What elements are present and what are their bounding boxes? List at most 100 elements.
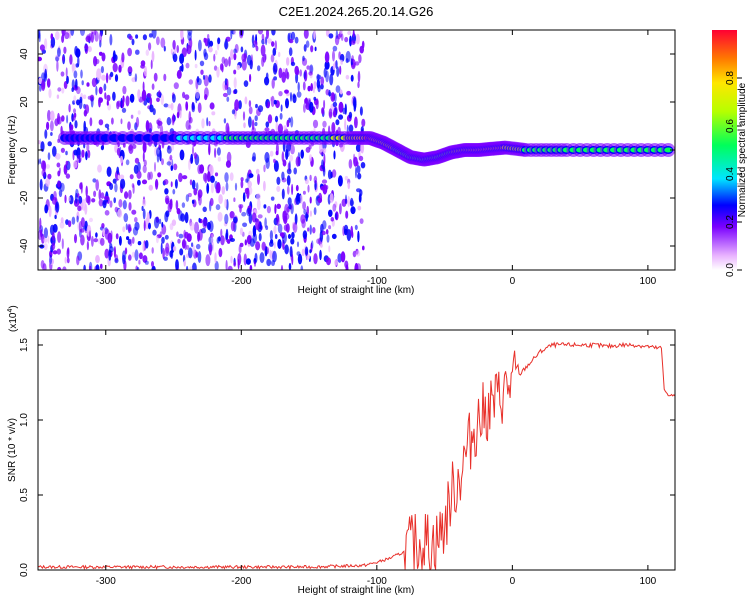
figure-title: C2E1.2024.265.20.14.G26 xyxy=(279,4,434,19)
snr-y-tick-label: 1.5 xyxy=(19,338,30,352)
heatmap-noise-cell xyxy=(355,166,357,179)
heatmap-noise-cell xyxy=(292,93,296,99)
heatmap-noise-cell xyxy=(274,115,279,123)
heatmap-noise-cell xyxy=(197,251,202,263)
heatmap-noise-cell xyxy=(308,154,313,162)
heatmap-noise-cell xyxy=(157,172,162,178)
heatmap-noise-cell xyxy=(220,228,223,238)
heatmap-noise-cell xyxy=(200,69,204,75)
heatmap-noise-cell xyxy=(122,85,127,95)
heatmap-noise-cell xyxy=(172,39,176,50)
heatmap-noise-cell xyxy=(254,252,258,263)
heatmap-noise-cell xyxy=(137,179,141,186)
heatmap-noise-cell xyxy=(360,142,365,154)
heatmap-noise-cell xyxy=(357,70,361,83)
heatmap-noise-cell xyxy=(189,266,193,270)
heatmap-noise-cell xyxy=(84,203,88,215)
heatmap-noise-cell xyxy=(270,95,275,108)
heatmap-noise-cell xyxy=(45,178,50,187)
snr-x-tick-label: 100 xyxy=(640,576,657,587)
heatmap-noise-cell xyxy=(256,198,261,211)
heatmap-noise-cell xyxy=(283,125,287,130)
heatmap-noise-cell xyxy=(329,193,334,203)
heatmap-noise-cell xyxy=(188,79,193,85)
heatmap-noise-cell xyxy=(38,140,42,145)
heatmap-noise-cell xyxy=(202,218,208,229)
heatmap-noise-cell xyxy=(80,217,85,228)
heatmap-noise-cell xyxy=(134,73,138,83)
heatmap-noise-cell xyxy=(242,111,246,121)
heatmap-noise-cell xyxy=(223,41,229,50)
heatmap-noise-cell xyxy=(302,55,305,62)
heatmap-noise-cell xyxy=(287,197,292,206)
heatmap-noise-cell xyxy=(93,190,97,197)
heatmap-noise-cell xyxy=(73,70,78,79)
heatmap-noise-cell xyxy=(213,65,218,71)
heatmap-noise-cell xyxy=(226,96,230,102)
heatmap-noise-cell xyxy=(100,263,103,269)
heatmap-noise-cell xyxy=(154,216,160,229)
heatmap-noise-cell xyxy=(249,264,253,270)
heatmap-noise-cell xyxy=(339,65,342,75)
heatmap-noise-cell xyxy=(120,178,126,189)
heatmap-noise-cell xyxy=(112,178,117,184)
heatmap-noise-cell xyxy=(58,189,63,198)
heatmap-noise-cell xyxy=(146,93,152,98)
heatmap-noise-cell xyxy=(103,83,107,92)
heatmap-noise-cell xyxy=(172,245,177,252)
heatmap-noise-cell xyxy=(65,150,68,156)
heatmap-noise-cell xyxy=(248,100,252,108)
heatmap-noise-cell xyxy=(316,79,321,89)
heatmap-noise-cell xyxy=(95,264,100,270)
heatmap-noise-cell xyxy=(205,254,211,267)
heatmap-noise-cell xyxy=(109,183,114,190)
heatmap-noise-cell xyxy=(136,170,142,179)
heatmap-noise-cell xyxy=(126,236,130,241)
heatmap-noise-cell xyxy=(276,185,281,192)
heatmap-noise-cell xyxy=(127,47,132,57)
heatmap-noise-cell xyxy=(324,60,330,70)
heatmap-noise-cell xyxy=(64,194,67,204)
heatmap-noise-cell xyxy=(178,233,184,239)
heatmap-noise-cell xyxy=(197,78,202,86)
heatmap-noise-cell xyxy=(303,208,307,215)
heatmap-noise-cell xyxy=(188,159,191,171)
heatmap-noise-cell xyxy=(161,236,165,244)
heatmap-noise-cell xyxy=(233,261,237,267)
heatmap-noise-cell xyxy=(136,267,140,270)
heatmap-noise-cell xyxy=(219,63,224,71)
heatmap-noise-cell xyxy=(62,55,65,62)
snr-x-label: Height of straight line (km) xyxy=(298,585,415,596)
heatmap-noise-cell xyxy=(350,197,354,207)
heatmap-noise-cell xyxy=(176,111,180,119)
heatmap-noise-cell xyxy=(344,175,349,181)
heatmap-noise-cell xyxy=(57,180,61,188)
heatmap-noise-cell xyxy=(335,119,340,126)
heatmap-noise-cell xyxy=(117,208,123,218)
heatmap-noise-cell xyxy=(229,238,235,242)
heatmap-noise-cell xyxy=(95,179,99,192)
heatmap-noise-cell xyxy=(185,120,191,131)
heatmap-noise-cell xyxy=(300,265,304,270)
heatmap-noise-cell xyxy=(145,49,149,56)
heatmap-noise-cell xyxy=(322,220,327,230)
heatmap-noise-cell xyxy=(94,31,99,42)
heatmap-noise-cell xyxy=(278,67,283,79)
heatmap-noise-cell xyxy=(288,204,292,210)
heatmap-noise-cell xyxy=(199,60,205,67)
heatmap-noise-cell xyxy=(295,194,301,205)
heatmap-noise-cell xyxy=(306,205,310,216)
heatmap-noise-cell xyxy=(320,186,326,191)
heatmap-noise-cell xyxy=(129,93,135,103)
heatmap-noise-cell xyxy=(361,118,366,127)
heatmap-noise-cell xyxy=(134,157,140,164)
heatmap-noise-cell xyxy=(314,46,317,52)
heatmap-noise-cell xyxy=(240,177,244,182)
heatmap-noise-cell xyxy=(61,87,65,94)
heatmap-noise-cell xyxy=(119,155,124,164)
heatmap-noise-cell xyxy=(169,250,173,258)
heatmap-noise-cell xyxy=(160,94,164,106)
heatmap-noise-cell xyxy=(142,164,147,174)
heatmap-noise-cell xyxy=(347,182,351,190)
heatmap-noise-cell xyxy=(39,158,42,165)
